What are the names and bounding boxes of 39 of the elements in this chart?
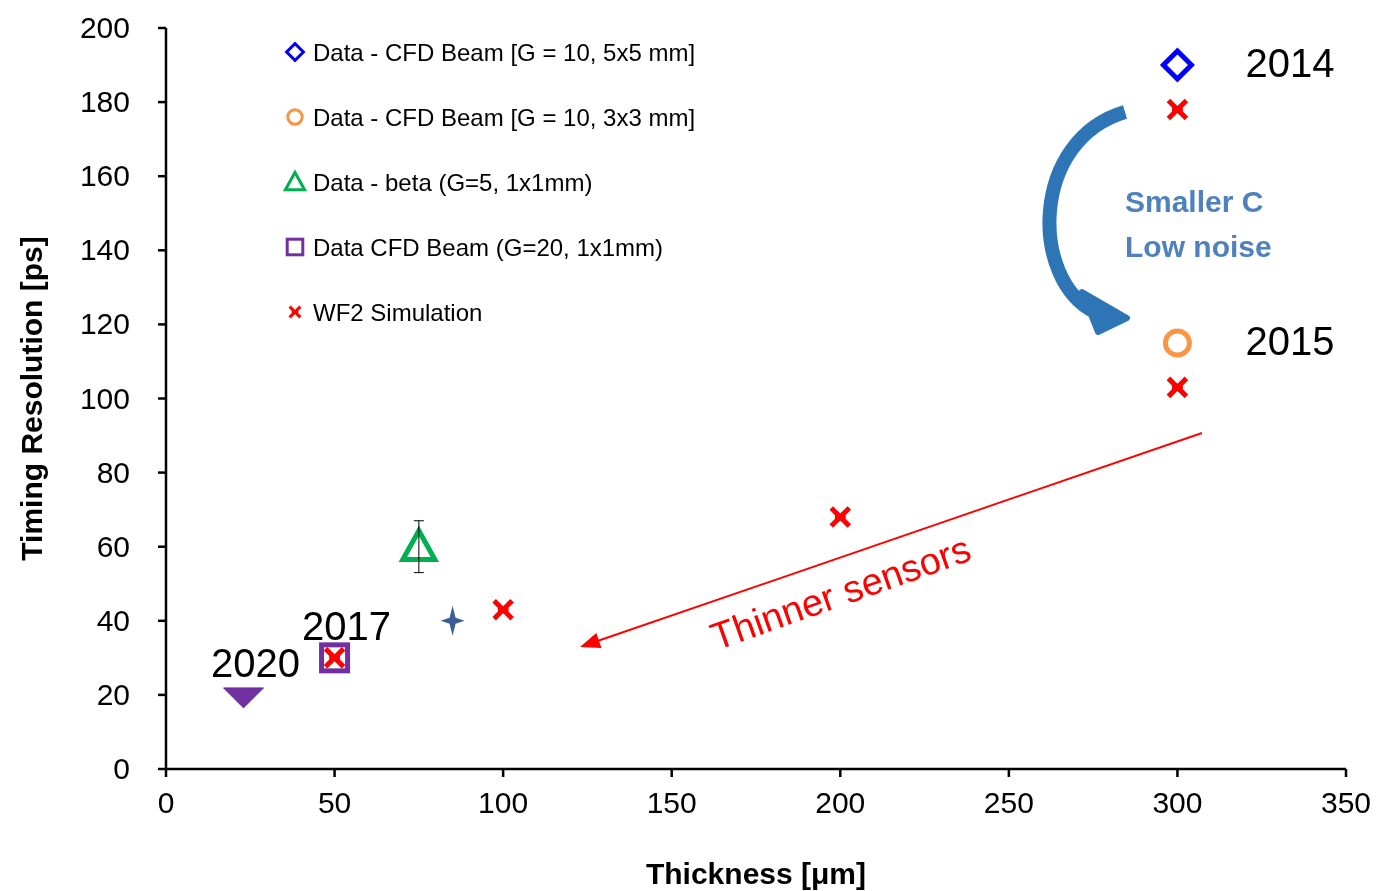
y-tick-label: 20: [96, 677, 130, 711]
x-axis-title: Thickness [μm]: [645, 857, 867, 890]
y-tick-label: 40: [96, 603, 130, 637]
legend-label: Data - beta (G=5, 1x1mm): [313, 169, 593, 196]
y-tick-label: 180: [79, 85, 130, 119]
y-tick-label: 120: [79, 307, 130, 341]
point: [1160, 48, 1194, 82]
point: [440, 605, 465, 636]
y-tick-label: 160: [79, 159, 130, 193]
y-tick-label: 80: [96, 455, 130, 489]
x-tick-label: 50: [317, 786, 352, 819]
x-tick-label: 250: [983, 786, 1034, 819]
y-tick-label: 0: [113, 752, 130, 785]
legend-label: Data - CFD Beam [G = 10, 5x5 mm]: [313, 39, 696, 66]
annotation: Smaller C Low noise: [1125, 185, 1272, 263]
x-tick-label: 350: [1320, 786, 1372, 819]
x-tick-label: 150: [646, 786, 697, 819]
point: [491, 598, 515, 622]
annotation: Thinner sensors: [705, 527, 977, 659]
annotation: 2017: [302, 603, 392, 648]
y-tick-label: 140: [79, 233, 130, 267]
point: [1165, 98, 1189, 122]
legend-label: WF2 Simulation: [313, 299, 483, 326]
annotation: 2020: [211, 640, 301, 685]
annotation: 2015: [1245, 318, 1335, 363]
point: [828, 505, 852, 529]
x-tick-label: 100: [478, 786, 529, 819]
x-tick-label: 200: [815, 786, 866, 819]
point: [1162, 328, 1192, 358]
y-axis-title: Timing Resolution [ps]: [15, 236, 48, 561]
y-tick-label: 200: [79, 11, 130, 44]
y-tick-label: 60: [96, 529, 130, 563]
annotation: 2014: [1245, 41, 1335, 86]
legend-label: Data CFD Beam (G=20, 1x1mm): [313, 234, 664, 261]
y-tick-label: 100: [79, 381, 130, 415]
x-tick-label: 300: [1152, 786, 1203, 819]
legend-label: Data - CFD Beam [G = 10, 3x3 mm]: [313, 104, 696, 131]
point: [1165, 375, 1189, 399]
x-tick-label: 0: [157, 786, 175, 819]
